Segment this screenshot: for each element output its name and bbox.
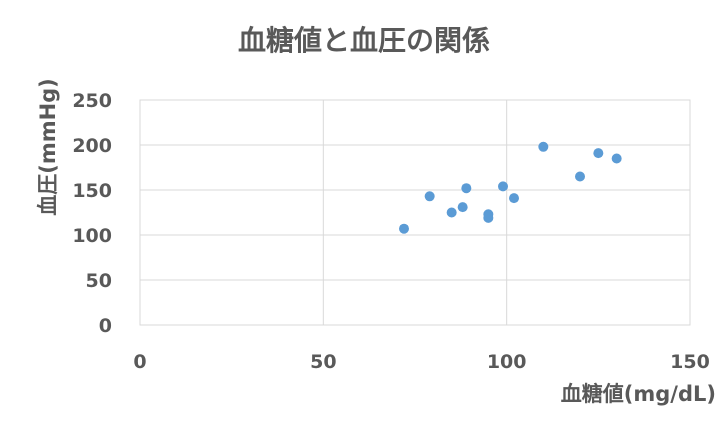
y-tick-label-4: 200 bbox=[72, 135, 112, 157]
x-axis-label: 血糖値(mg/dL) bbox=[561, 382, 716, 406]
y-axis-label: 血圧(mmHg) bbox=[36, 78, 60, 216]
data-point-0-8 bbox=[509, 193, 519, 204]
data-point-0-9 bbox=[538, 141, 549, 152]
plot-frame bbox=[139, 99, 691, 326]
data-point-0-11 bbox=[593, 148, 604, 159]
y-tick-label-1: 50 bbox=[86, 270, 112, 292]
data-point-0-1 bbox=[424, 191, 435, 202]
data-point-0-0 bbox=[399, 223, 409, 234]
x-tick-label-0: 0 bbox=[133, 351, 146, 373]
data-point-0-3 bbox=[457, 202, 468, 213]
x-tick-label-3: 150 bbox=[670, 351, 710, 373]
data-point-0-6 bbox=[483, 212, 494, 223]
gridlines bbox=[139, 99, 691, 326]
chart-title: 血糖値と血圧の関係 bbox=[238, 24, 490, 57]
data-point-0-12 bbox=[611, 153, 622, 164]
data-points bbox=[399, 141, 622, 234]
x-tick-label-1: 50 bbox=[310, 351, 336, 373]
data-point-0-7 bbox=[498, 181, 508, 192]
tick-labels: 0 50 100 150 200 250 0 50 100 150 bbox=[72, 90, 710, 373]
y-tick-label-0: 0 bbox=[99, 315, 112, 337]
y-tick-label-3: 150 bbox=[72, 180, 112, 202]
y-tick-label-2: 100 bbox=[72, 225, 112, 247]
data-point-0-2 bbox=[446, 207, 457, 218]
data-point-0-10 bbox=[575, 171, 585, 182]
data-point-0-4 bbox=[461, 183, 472, 194]
x-tick-label-2: 100 bbox=[487, 351, 527, 373]
y-tick-label-5: 250 bbox=[72, 90, 112, 112]
